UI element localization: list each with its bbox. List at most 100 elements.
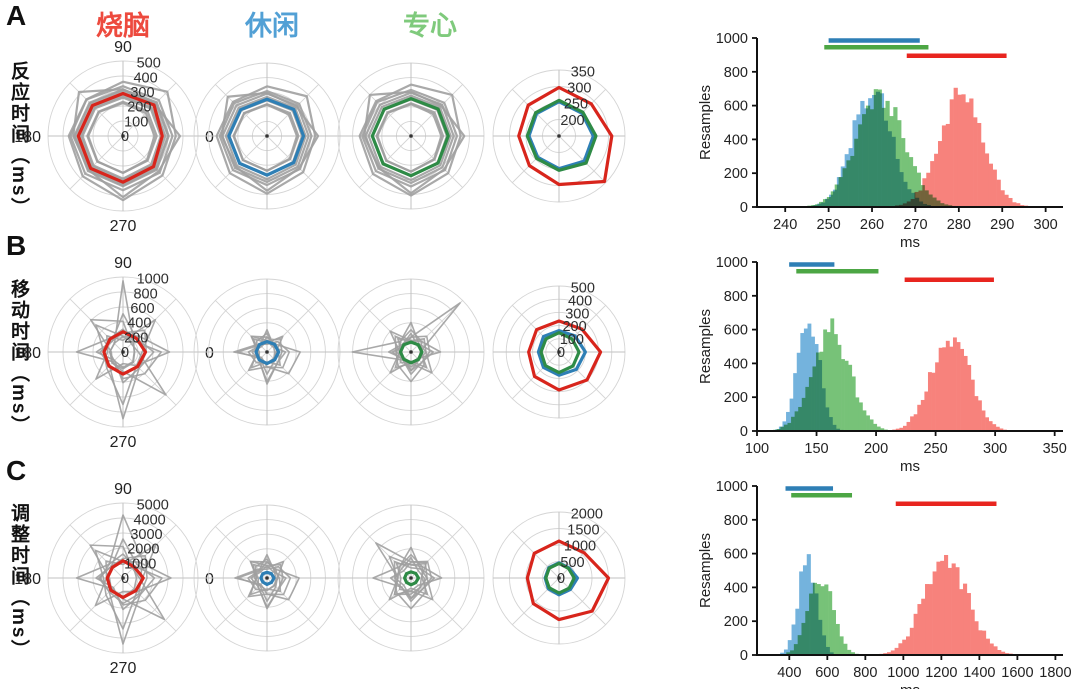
svg-text:1000: 1000 bbox=[124, 556, 156, 572]
svg-text:4000: 4000 bbox=[133, 512, 165, 528]
svg-text:1800: 1800 bbox=[1039, 665, 1071, 681]
mean-polygon-blue bbox=[259, 570, 276, 587]
mean-polygon-green bbox=[370, 97, 450, 178]
polar-center-dot bbox=[409, 134, 413, 138]
polar-center-dot bbox=[265, 134, 269, 138]
polar-center-dot bbox=[121, 134, 125, 138]
polar-center-dot bbox=[409, 576, 413, 580]
svg-text:600: 600 bbox=[130, 301, 154, 317]
panel-letter-B: B bbox=[6, 230, 27, 261]
condition-header-zhuanxin: 专心 bbox=[403, 11, 457, 41]
hist-xlabel: ms bbox=[900, 458, 920, 475]
hist-bars-red bbox=[891, 87, 1029, 207]
svg-text:2000: 2000 bbox=[571, 506, 603, 522]
hist-axes: 0 200 400 600 800 1000 400 600 800 1000 1200 1400 16… bbox=[716, 479, 1072, 681]
svg-text:400: 400 bbox=[133, 70, 157, 86]
svg-text:800: 800 bbox=[724, 289, 748, 305]
mean-polygon-red bbox=[525, 539, 611, 622]
polar-center-dot bbox=[409, 350, 413, 354]
svg-text:200: 200 bbox=[724, 614, 748, 630]
svg-text:0: 0 bbox=[557, 571, 565, 587]
polar-plot-C-xiuxian bbox=[193, 504, 341, 652]
mean-polygon-green bbox=[544, 561, 576, 595]
mean-polygon-blue bbox=[536, 329, 587, 377]
svg-text:100: 100 bbox=[560, 332, 584, 348]
svg-text:0: 0 bbox=[557, 345, 565, 361]
svg-text:290: 290 bbox=[990, 217, 1014, 233]
svg-text:200: 200 bbox=[724, 390, 748, 406]
hist-bars-red bbox=[892, 337, 1011, 431]
svg-text:180: 180 bbox=[14, 571, 41, 588]
svg-text:350: 350 bbox=[1043, 441, 1067, 457]
row-label-reaction-time: 反应时间（ms） bbox=[8, 61, 29, 219]
svg-text:3000: 3000 bbox=[130, 527, 162, 543]
svg-text:200: 200 bbox=[124, 330, 148, 346]
svg-text:180: 180 bbox=[14, 129, 41, 146]
svg-text:500: 500 bbox=[571, 280, 595, 296]
svg-text:400: 400 bbox=[724, 132, 748, 148]
mean-polygon-green bbox=[402, 570, 421, 587]
svg-text:1000: 1000 bbox=[716, 31, 748, 47]
mean-polygon-red bbox=[517, 85, 614, 187]
svg-text:500: 500 bbox=[137, 56, 161, 72]
hist-ylabel: Resamples bbox=[697, 85, 714, 160]
svg-text:200: 200 bbox=[127, 100, 151, 116]
svg-text:270: 270 bbox=[110, 434, 137, 451]
svg-text:270: 270 bbox=[110, 660, 137, 677]
svg-text:600: 600 bbox=[724, 323, 748, 339]
polar-plot-C-zhuanxin bbox=[337, 504, 485, 652]
svg-text:5000: 5000 bbox=[137, 498, 169, 514]
svg-text:200: 200 bbox=[560, 113, 584, 129]
panel-letter-C: C bbox=[6, 455, 27, 486]
polar-center-dot bbox=[557, 350, 561, 354]
svg-text:1000: 1000 bbox=[716, 479, 748, 495]
svg-text:800: 800 bbox=[724, 65, 748, 81]
mean-polygon-red bbox=[102, 330, 148, 376]
hist-xlabel: ms bbox=[900, 234, 920, 251]
svg-text:1200: 1200 bbox=[925, 665, 957, 681]
svg-text:260: 260 bbox=[860, 217, 884, 233]
polar-plot-A-zhuanxin bbox=[337, 62, 485, 210]
svg-text:0: 0 bbox=[121, 345, 129, 361]
svg-text:1600: 1600 bbox=[1001, 665, 1033, 681]
svg-text:180: 180 bbox=[14, 345, 41, 362]
svg-text:800: 800 bbox=[724, 513, 748, 529]
svg-text:1000: 1000 bbox=[137, 272, 169, 288]
significance-bars bbox=[789, 262, 994, 282]
svg-text:600: 600 bbox=[724, 547, 748, 563]
significance-bars bbox=[824, 38, 1007, 58]
svg-text:200: 200 bbox=[562, 319, 586, 335]
svg-text:150: 150 bbox=[804, 441, 828, 457]
svg-text:600: 600 bbox=[815, 665, 839, 681]
condition-header-shaonao: 烧脑 bbox=[96, 11, 150, 41]
svg-text:250: 250 bbox=[817, 217, 841, 233]
svg-text:100: 100 bbox=[124, 114, 148, 130]
row-label-adjustment-time: 调整时间（ms） bbox=[8, 503, 29, 661]
svg-text:400: 400 bbox=[777, 665, 801, 681]
histogram-A: 0 200 400 600 800 1000 240 250 260 270 280 290 300 Re… bbox=[697, 31, 1063, 251]
svg-text:200: 200 bbox=[724, 166, 748, 182]
svg-text:0: 0 bbox=[205, 345, 214, 362]
polar-center-dot bbox=[265, 350, 269, 354]
svg-text:200: 200 bbox=[864, 441, 888, 457]
row-label-movement-time: 移动时间（ms） bbox=[8, 279, 29, 437]
svg-text:0: 0 bbox=[121, 129, 129, 145]
condition-header-xiuxian: 休闲 bbox=[245, 11, 299, 41]
svg-text:800: 800 bbox=[853, 665, 877, 681]
panel-letter-A: A bbox=[6, 0, 27, 31]
svg-text:800: 800 bbox=[133, 286, 157, 302]
mean-polygon-blue bbox=[227, 97, 306, 177]
svg-text:300: 300 bbox=[567, 81, 591, 97]
subject-polygons bbox=[372, 542, 443, 610]
svg-text:0: 0 bbox=[740, 648, 748, 664]
histogram-C: 0 200 400 600 800 1000 400 600 800 1000 1200 1400 16… bbox=[697, 479, 1072, 689]
hist-ylabel: Resamples bbox=[697, 533, 714, 608]
svg-text:0: 0 bbox=[205, 571, 214, 588]
mean-polygon-blue bbox=[254, 340, 281, 366]
svg-text:300: 300 bbox=[130, 85, 154, 101]
